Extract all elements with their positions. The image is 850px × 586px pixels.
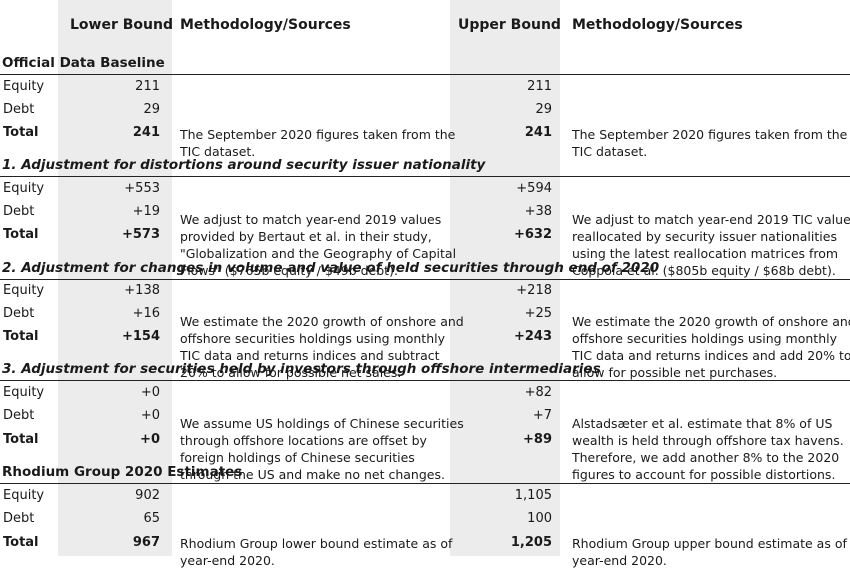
section-title-volume-value: 2. Adjustment for changes in volume and … [2,260,660,276]
lower-value-equity: 211 [135,79,160,94]
lower-bound-column-shade [58,0,172,556]
row-label-equity: Equity [3,181,45,196]
row-label-total: Total [3,329,39,344]
upper-value-debt: 100 [527,511,552,526]
lower-value-debt: +19 [132,204,160,219]
row-label-debt: Debt [3,102,35,117]
methodology-text-lower: We assume US holdings of Chinese securit… [180,416,464,482]
row-label-total: Total [3,535,39,550]
lower-value-total: 241 [132,125,160,140]
upper-bound-header: Upper Bound [458,17,561,33]
upper-value-total: +89 [523,432,552,447]
row-label-total: Total [3,227,39,242]
lower-value-total: +573 [121,227,160,242]
methodology-header-left: Methodology/Sources [180,17,351,33]
section-title-rhodium-estimates: Rhodium Group 2020 Estimates [2,464,243,480]
row-label-equity: Equity [3,283,45,298]
row-label-total: Total [3,432,39,447]
methodology-text-upper: The September 2020 figures taken from th… [572,127,848,159]
lower-value-total: 967 [132,535,160,550]
row-label-debt: Debt [3,511,35,526]
methodology-text-lower: We adjust to match year-end 2019 values p… [180,212,457,278]
methodology-text-lower: The September 2020 figures taken from th… [180,127,456,159]
lower-value-equity: +553 [124,181,160,196]
row-label-debt: Debt [3,408,35,423]
section-divider [0,74,850,75]
upper-value-total: +632 [513,227,552,242]
lower-value-debt: 65 [143,511,160,526]
row-label-debt: Debt [3,204,35,219]
upper-value-equity: +594 [516,181,552,196]
lower-value-total: +0 [140,432,160,447]
section-title-offshore-intermediaries: 3. Adjustment for securities held by inv… [2,361,601,377]
upper-value-equity: +218 [516,283,552,298]
methodology-text-upper: We adjust to match year-end 2019 TIC val… [572,212,850,278]
section-divider [0,176,850,177]
row-label-total: Total [3,125,39,140]
upper-value-equity: 211 [527,79,552,94]
upper-value-total: 1,205 [510,535,552,550]
upper-value-total: 241 [524,125,552,140]
lower-value-equity: +138 [124,283,160,298]
section-divider [0,380,850,381]
methodology-text-upper: We estimate the 2020 growth of onshore a… [572,314,850,380]
row-label-equity: Equity [3,488,45,503]
section-divider [0,279,850,280]
lower-value-total: +154 [121,329,160,344]
section-divider [0,483,850,484]
row-label-debt: Debt [3,306,35,321]
upper-value-debt: 29 [535,102,552,117]
lower-value-equity: 902 [135,488,160,503]
methodology-text-lower: Rhodium Group lower bound estimate as of… [180,536,453,568]
upper-bound-column-shade [450,0,560,556]
methodology-text-upper: Alstadsæter et al. estimate that 8% of U… [572,416,844,482]
lower-bound-header: Lower Bound [70,17,173,33]
methodology-text-upper: Rhodium Group upper bound estimate as of… [572,536,847,568]
lower-value-equity: +0 [140,385,160,400]
upper-value-debt: +38 [524,204,552,219]
lower-value-debt: 29 [143,102,160,117]
section-title-baseline: Official Data Baseline [2,55,165,71]
methodology-header-right: Methodology/Sources [572,17,743,33]
upper-value-debt: +7 [532,408,552,423]
upper-value-equity: 1,105 [514,488,552,503]
upper-value-total: +243 [513,329,552,344]
upper-value-debt: +25 [524,306,552,321]
methodology-text-lower: We estimate the 2020 growth of onshore a… [180,314,464,380]
lower-value-debt: +0 [140,408,160,423]
section-title-issuer-nationality: 1. Adjustment for distortions around sec… [2,157,486,173]
upper-value-equity: +82 [524,385,552,400]
row-label-equity: Equity [3,385,45,400]
lower-value-debt: +16 [132,306,160,321]
row-label-equity: Equity [3,79,45,94]
